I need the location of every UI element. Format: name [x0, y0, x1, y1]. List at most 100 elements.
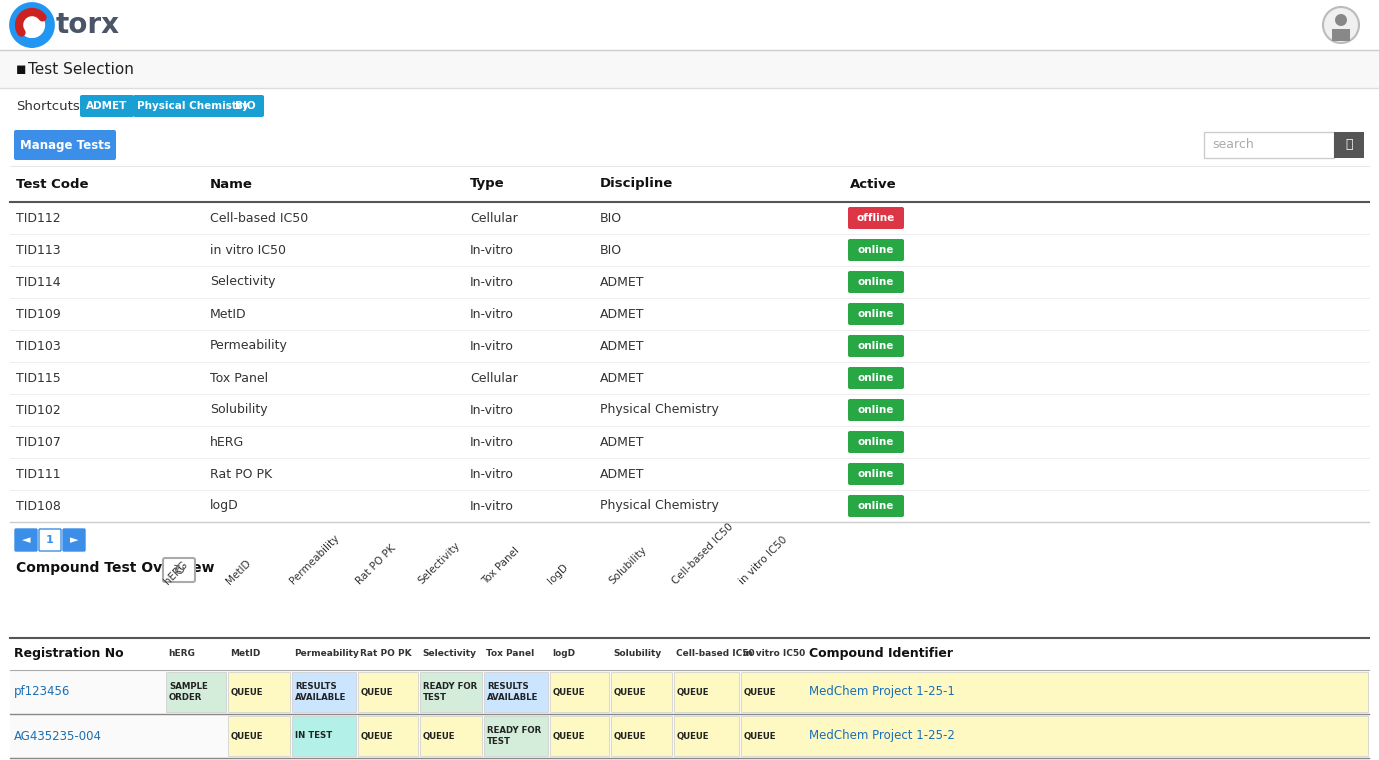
Text: QUEUE: QUEUE	[677, 688, 710, 696]
Text: TID102: TID102	[17, 404, 61, 416]
Text: ►: ►	[70, 535, 79, 545]
Text: pf123456: pf123456	[14, 686, 70, 698]
Text: In-vitro: In-vitro	[470, 276, 514, 289]
Text: online: online	[858, 245, 894, 255]
FancyBboxPatch shape	[226, 95, 263, 117]
Bar	[10, 362, 1369, 394]
Bar	[550, 672, 610, 712]
Text: In-vitro: In-vitro	[470, 404, 514, 416]
Bar	[1333, 132, 1364, 158]
Text: logD: logD	[210, 499, 239, 512]
Bar	[10, 234, 1369, 266]
Text: IN TEST: IN TEST	[295, 731, 332, 740]
FancyBboxPatch shape	[848, 335, 905, 357]
Text: hERG: hERG	[210, 435, 244, 448]
Text: TID113: TID113	[17, 243, 61, 257]
Text: ◼: ◼	[17, 62, 26, 75]
Text: hERG: hERG	[168, 650, 194, 658]
Bar	[10, 394, 1369, 426]
Bar	[741, 716, 1368, 756]
Circle shape	[1335, 14, 1347, 26]
Text: In-vitro: In-vitro	[470, 435, 514, 448]
Text: AG435235-004: AG435235-004	[14, 730, 102, 743]
Text: in vitro IC50: in vitro IC50	[736, 534, 789, 586]
Bar	[292, 716, 356, 756]
Text: Cell-based IC50: Cell-based IC50	[670, 521, 735, 586]
Bar	[0, 88, 1379, 760]
Text: QUEUE: QUEUE	[677, 731, 710, 740]
Text: MedChem Project 1-25-1: MedChem Project 1-25-1	[809, 686, 954, 698]
Text: RESULTS
AVAILABLE: RESULTS AVAILABLE	[487, 682, 538, 701]
Text: Manage Tests: Manage Tests	[19, 138, 110, 151]
FancyBboxPatch shape	[80, 95, 134, 117]
Text: READY FOR
TEST: READY FOR TEST	[487, 727, 541, 746]
FancyBboxPatch shape	[848, 399, 905, 421]
Bar	[421, 672, 483, 712]
Text: Selectivity: Selectivity	[416, 540, 462, 586]
Text: online: online	[858, 469, 894, 479]
FancyBboxPatch shape	[848, 271, 905, 293]
FancyBboxPatch shape	[163, 558, 194, 582]
Text: In-vitro: In-vitro	[470, 340, 514, 353]
Text: Active: Active	[849, 178, 896, 191]
Text: online: online	[858, 277, 894, 287]
Bar	[10, 298, 1369, 330]
Text: Test Code: Test Code	[17, 178, 88, 191]
Text: QUEUE: QUEUE	[553, 688, 586, 696]
Text: BIO: BIO	[600, 211, 622, 224]
Text: Type: Type	[470, 178, 505, 191]
Text: Physical Chemistry: Physical Chemistry	[137, 101, 248, 111]
Text: Compound Identifier: Compound Identifier	[809, 648, 953, 660]
Bar	[674, 672, 739, 712]
Bar	[1204, 132, 1333, 158]
Text: QUEUE: QUEUE	[232, 688, 263, 696]
FancyBboxPatch shape	[848, 495, 905, 517]
Bar	[10, 490, 1369, 522]
Text: Selectivity: Selectivity	[422, 650, 476, 658]
FancyBboxPatch shape	[848, 463, 905, 485]
FancyBboxPatch shape	[848, 207, 905, 229]
Text: QUEUE: QUEUE	[361, 731, 393, 740]
Text: SAMPLE
ORDER: SAMPLE ORDER	[170, 682, 208, 701]
FancyBboxPatch shape	[14, 130, 116, 160]
Text: in vitro IC50: in vitro IC50	[210, 243, 285, 257]
Text: ◄: ◄	[22, 535, 30, 545]
Text: Selectivity: Selectivity	[210, 276, 276, 289]
Text: QUEUE: QUEUE	[423, 731, 455, 740]
Text: ADMET: ADMET	[600, 372, 644, 385]
FancyBboxPatch shape	[848, 367, 905, 389]
Bar	[484, 716, 547, 756]
Text: online: online	[858, 437, 894, 447]
Text: online: online	[858, 501, 894, 511]
Bar	[611, 716, 672, 756]
Bar	[0, 50, 1379, 88]
Text: Tox Panel: Tox Panel	[480, 545, 521, 586]
Text: 1: 1	[46, 535, 54, 545]
Text: TID108: TID108	[17, 499, 61, 512]
Text: Discipline: Discipline	[600, 178, 673, 191]
Text: MetID: MetID	[223, 557, 252, 586]
Bar	[0, 0, 1379, 50]
Text: MetID: MetID	[230, 650, 261, 658]
Text: TID107: TID107	[17, 435, 61, 448]
Text: Name: Name	[210, 178, 252, 191]
Text: Solubility: Solubility	[607, 545, 648, 586]
Text: Rat PO PK: Rat PO PK	[210, 467, 272, 480]
Text: Solubility: Solubility	[210, 404, 268, 416]
Bar	[10, 458, 1369, 490]
Bar	[228, 716, 290, 756]
Text: In-vitro: In-vitro	[470, 467, 514, 480]
Text: Cellular: Cellular	[470, 211, 517, 224]
Text: Cellular: Cellular	[470, 372, 517, 385]
Text: ADMET: ADMET	[600, 276, 644, 289]
FancyBboxPatch shape	[15, 529, 37, 551]
Text: hERG: hERG	[161, 559, 189, 586]
Bar	[484, 672, 547, 712]
Text: ADMET: ADMET	[600, 467, 644, 480]
Text: QUEUE: QUEUE	[361, 688, 393, 696]
Text: QUEUE: QUEUE	[553, 731, 586, 740]
FancyBboxPatch shape	[132, 95, 252, 117]
Text: ADMET: ADMET	[600, 435, 644, 448]
Text: In-vitro: In-vitro	[470, 308, 514, 321]
Bar	[10, 266, 1369, 298]
